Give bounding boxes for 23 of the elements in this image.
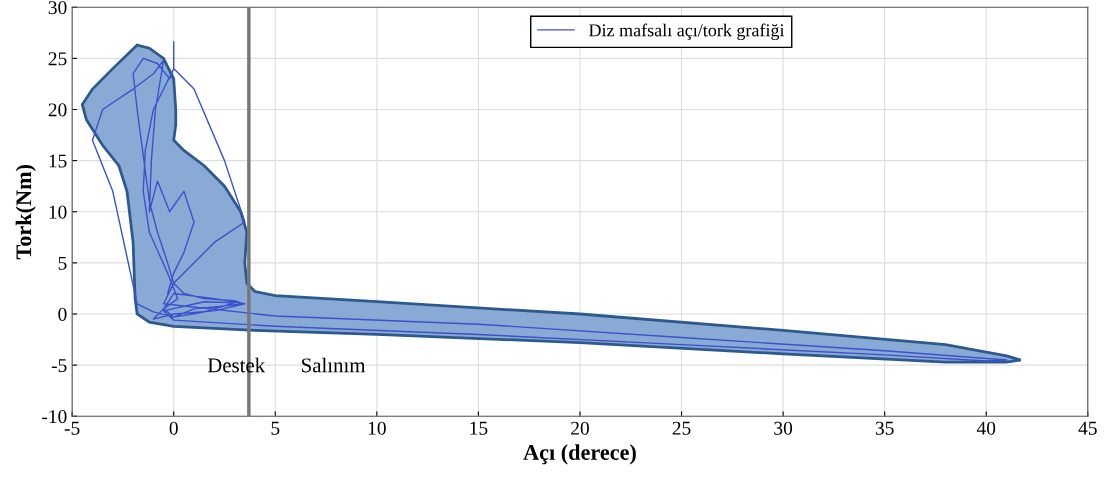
y-tick-label: 15 [49,154,67,168]
annotation: Destek [207,357,266,373]
y-tick-label: 5 [58,256,67,270]
x-tick-label: 45 [1078,421,1097,435]
x-tick-label: 5 [271,421,280,435]
y-axis-title: Tork(Nm) [15,164,36,260]
y-tick-label: 0 [58,307,67,321]
y-tick-label: 20 [48,103,67,117]
x-tick-label: 20 [571,421,589,435]
y-tick-label: 30 [48,1,67,15]
x-axis-title: Açı (derece) [523,444,636,465]
y-tick-label: -5 [51,359,67,373]
x-tick-label: 10 [368,421,386,435]
x-tick-label: 25 [672,421,691,435]
x-tick-label: 30 [774,421,793,435]
annotation: Salınım [302,357,366,373]
legend-label: Diz mafsalı açı/tork grafiği [589,23,785,41]
x-tick-label: 35 [875,421,894,435]
x-tick-label: 0 [169,421,178,435]
x-tick-label: 15 [470,421,488,435]
y-tick-label: 10 [49,205,67,219]
y-tick-label: 25 [48,52,67,66]
x-tick-label: 40 [976,421,996,435]
